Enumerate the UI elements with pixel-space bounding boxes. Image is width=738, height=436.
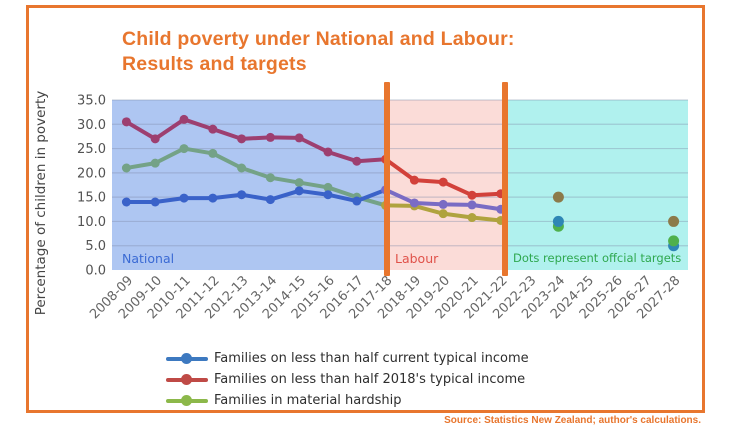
series-line-hardship-national xyxy=(124,146,388,208)
series-marker-current xyxy=(150,197,160,207)
region-label-national: National xyxy=(122,251,174,266)
series-marker-fixed2018 xyxy=(352,156,362,166)
series-marker-hardship xyxy=(265,173,275,183)
chart-title: Child poverty under National and Labour:… xyxy=(122,27,515,77)
legend-label-current: Families on less than half current typic… xyxy=(214,351,529,366)
series-marker-fixed2018 xyxy=(467,190,477,200)
series-marker-fixed2018 xyxy=(409,175,419,185)
series-marker-fixed2018 xyxy=(121,117,131,127)
series-marker-current xyxy=(179,193,189,203)
series-marker-fixed2018 xyxy=(294,133,304,143)
series-marker-hardship xyxy=(208,148,218,158)
series-marker-hardship xyxy=(467,213,477,223)
series-marker-fixed2018 xyxy=(179,114,189,124)
series-marker-current xyxy=(409,198,419,208)
series-line-current-national xyxy=(124,187,388,204)
divider-bar xyxy=(384,82,390,276)
series-marker-current xyxy=(352,196,362,206)
region-national xyxy=(112,100,387,270)
series-marker-current xyxy=(265,195,275,205)
target-dot-current xyxy=(552,215,564,227)
series-marker-current xyxy=(294,186,304,196)
legend-label-hardship: Families in material hardship xyxy=(214,393,402,408)
series-marker-fixed2018 xyxy=(150,134,160,144)
target-dot-fixed2018 xyxy=(668,215,680,227)
legend-item-fixed2018: Families on less than half 2018's typica… xyxy=(166,369,529,390)
legend-item-hardship: Families in material hardship xyxy=(166,390,529,411)
source-note: Source: Statistics New Zealand; author's… xyxy=(444,415,701,426)
divider-bar xyxy=(502,82,508,276)
y-tick-label: 25.0 xyxy=(77,142,106,157)
legend-line-dot-marker xyxy=(166,394,208,407)
series-marker-hardship xyxy=(179,144,189,154)
series-marker-hardship xyxy=(438,209,448,219)
series-line-fixed2018-national xyxy=(124,117,388,164)
series-marker-hardship xyxy=(323,182,333,192)
y-tick-label: 30.0 xyxy=(77,118,106,133)
region-label-targets-note: Dots represent offcial targets xyxy=(513,251,681,265)
series-marker-fixed2018 xyxy=(438,177,448,187)
chart-legend: Families on less than half current typic… xyxy=(166,348,529,411)
y-tick-label: 0.0 xyxy=(85,264,106,279)
series-marker-fixed2018 xyxy=(208,124,218,134)
series-marker-hardship xyxy=(294,178,304,188)
series-marker-current xyxy=(237,190,247,200)
chart-title-line1: Child poverty under National and Labour: xyxy=(122,28,515,50)
series-marker-hardship xyxy=(121,163,131,173)
series-marker-fixed2018 xyxy=(237,134,247,144)
target-dot-hardship xyxy=(668,235,680,247)
series-marker-current xyxy=(467,200,477,210)
legend-item-current: Families on less than half current typic… xyxy=(166,348,529,369)
series-marker-fixed2018 xyxy=(265,132,275,142)
series-marker-fixed2018 xyxy=(323,147,333,157)
series-marker-current xyxy=(438,199,448,209)
chart-title-line2: Results and targets xyxy=(122,53,307,75)
y-tick-label: 35.0 xyxy=(77,94,106,109)
series-marker-current xyxy=(323,190,333,200)
y-tick-label: 10.0 xyxy=(77,215,106,230)
series-marker-current xyxy=(121,197,131,207)
target-dot-fixed2018 xyxy=(552,191,564,203)
y-tick-label: 5.0 xyxy=(85,239,106,254)
legend-line-dot-marker xyxy=(166,352,208,365)
series-marker-hardship xyxy=(150,158,160,168)
region-label-labour: Labour xyxy=(395,251,439,266)
y-tick-label: 15.0 xyxy=(77,191,106,206)
series-marker-current xyxy=(208,193,218,203)
y-tick-label: 20.0 xyxy=(77,166,106,181)
series-marker-hardship xyxy=(237,163,247,173)
region-targets xyxy=(505,100,688,270)
y-axis-title: Percentage of children in poverty xyxy=(33,91,49,316)
legend-line-dot-marker xyxy=(166,373,208,386)
legend-label-fixed2018: Families on less than half 2018's typica… xyxy=(214,372,526,387)
frame-border xyxy=(26,5,705,413)
